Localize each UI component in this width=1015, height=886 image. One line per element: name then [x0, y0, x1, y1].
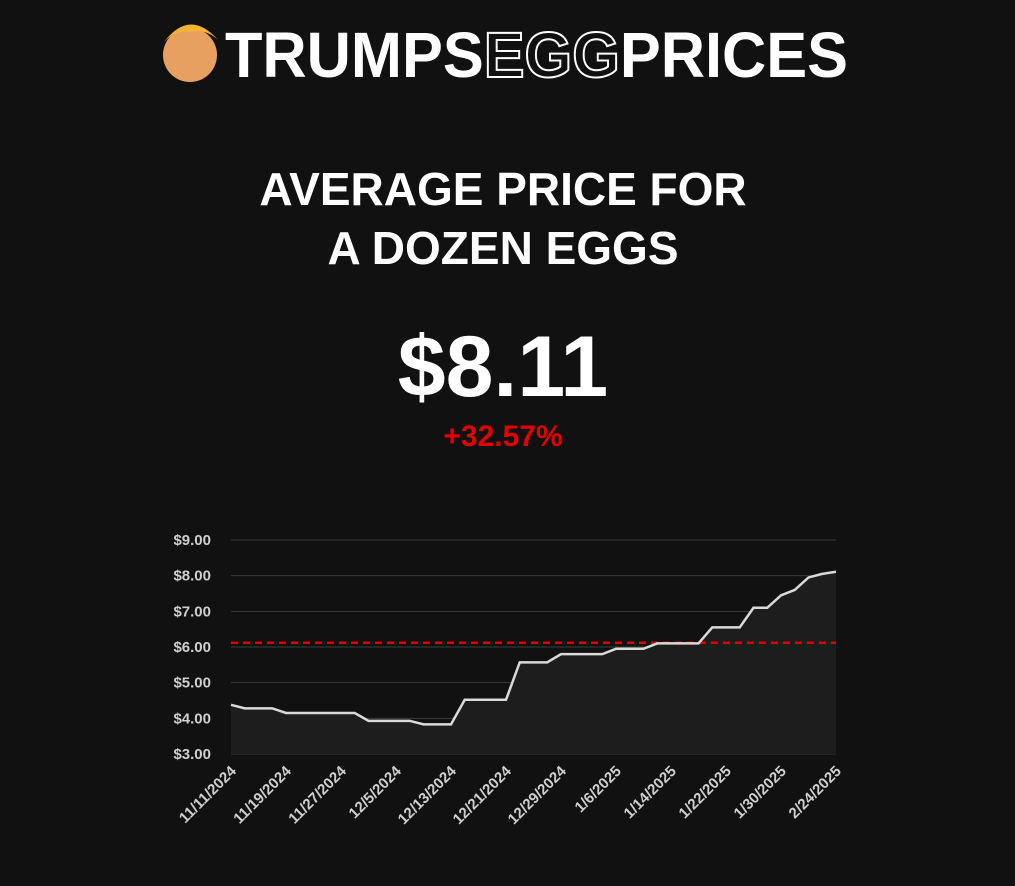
face-icon — [163, 28, 217, 82]
y-tick-label: $6.00 — [173, 639, 211, 656]
x-tick-label: 11/27/2024 — [285, 762, 350, 827]
x-tick-label: 2/24/2025 — [786, 763, 845, 822]
price: $8.11 — [398, 319, 608, 415]
logo: TRUMPSEGGPRICES — [163, 18, 848, 92]
x-tick-label: 12/29/2024 — [505, 762, 571, 828]
brand-part: PRICES — [620, 19, 848, 91]
price-line — [230, 570, 837, 726]
x-tick-label: 1/14/2025 — [621, 763, 680, 822]
price-change: +32.57% — [443, 420, 562, 453]
brand: TRUMPSEGGPRICES — [225, 19, 848, 91]
brand-part: EGG — [484, 19, 620, 91]
x-tick-label: 11/19/2024 — [230, 762, 295, 827]
x-tick-label: 1/6/2025 — [572, 763, 625, 816]
x-tick-label: 1/22/2025 — [676, 763, 735, 822]
y-tick-label: $9.00 — [173, 532, 211, 549]
brand-part: TRUMPS — [225, 19, 484, 91]
x-tick-label: 11/11/2024 — [176, 762, 240, 826]
x-tick-label: 1/30/2025 — [731, 763, 790, 822]
title-line: A DOZEN EGGS — [328, 222, 679, 274]
chart: $3.00 $4.00 $5.00 $6.00 $7.00 $8.00 $9.00 11/11… — [173, 532, 844, 828]
title-line: AVERAGE PRICE FOR — [259, 163, 746, 215]
x-tick-label: 12/21/2024 — [450, 762, 516, 828]
hair-icon — [164, 24, 218, 42]
x-tick-label: 12/13/2024 — [395, 762, 461, 828]
y-tick-label: $8.00 — [173, 568, 211, 585]
y-tick-label: $3.00 — [173, 746, 211, 763]
y-tick-label: $4.00 — [173, 710, 211, 727]
y-tick-label: $5.00 — [173, 675, 211, 692]
y-tick-label: $7.00 — [173, 603, 211, 620]
